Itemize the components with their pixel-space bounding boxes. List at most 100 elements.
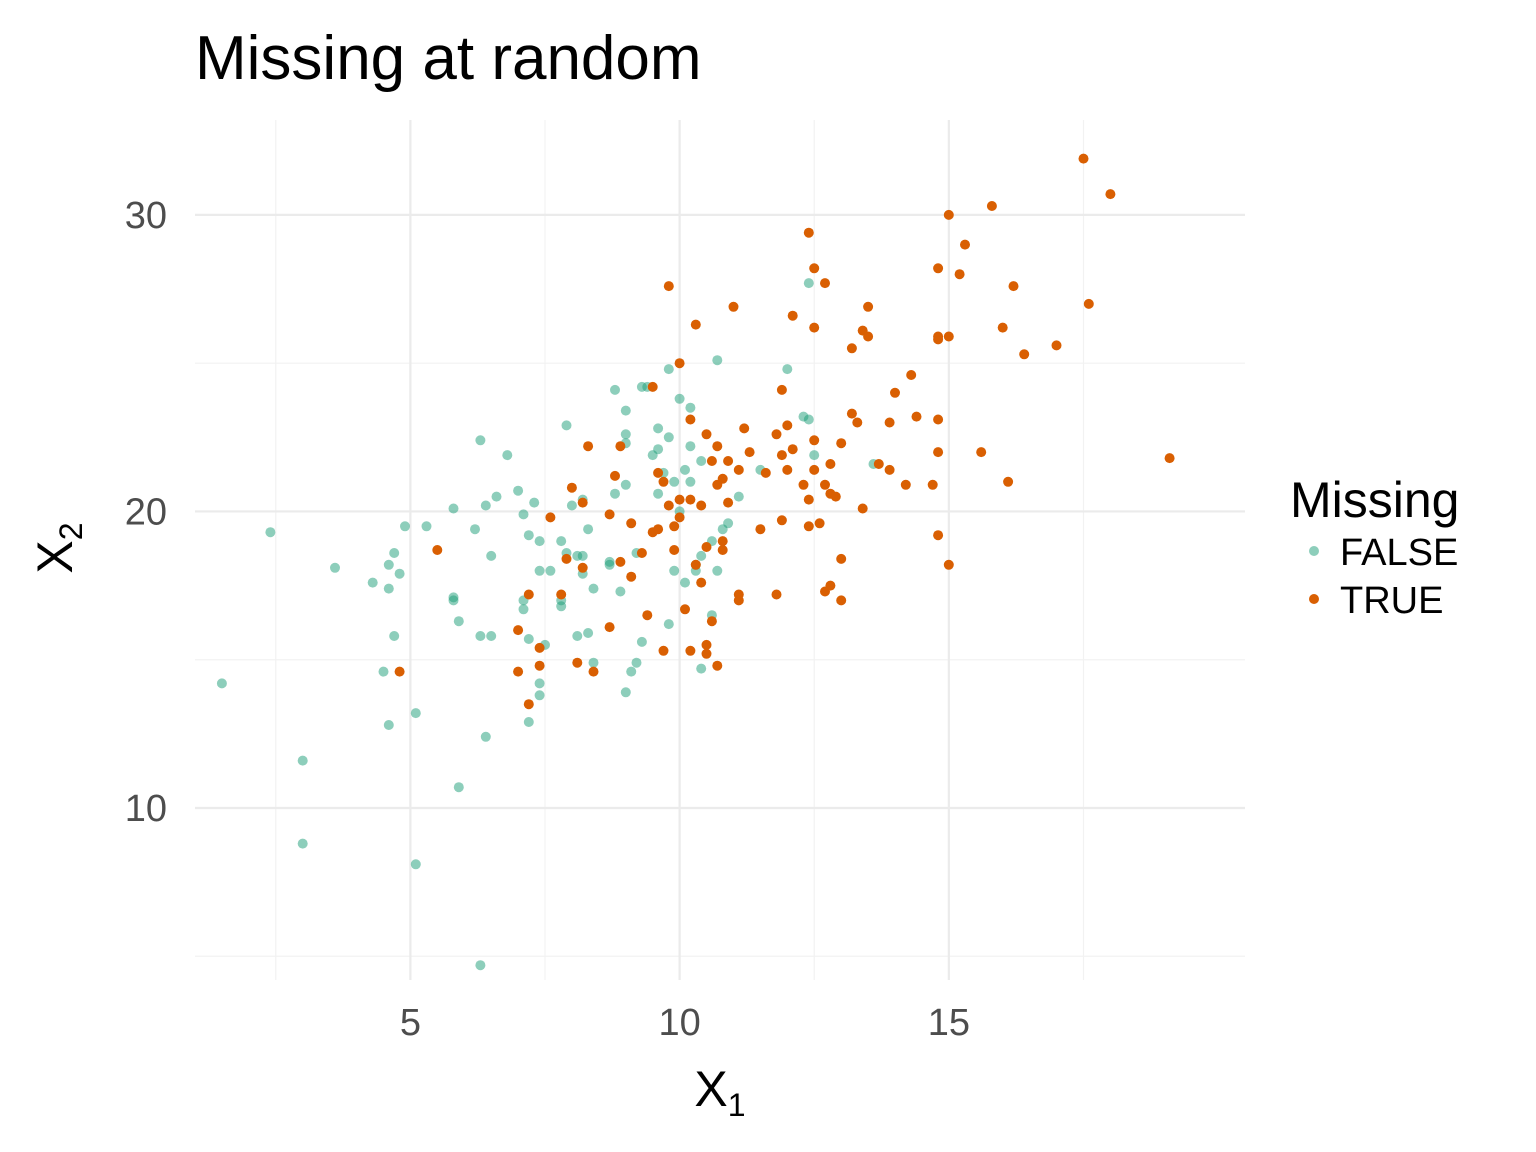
data-point-true — [706, 456, 717, 466]
data-point-true — [572, 657, 583, 668]
data-point-true — [669, 521, 680, 532]
data-point-false — [566, 500, 577, 511]
data-point-false — [486, 631, 497, 641]
data-point-false — [534, 690, 545, 701]
data-point-false — [513, 485, 524, 496]
legend-label-true: TRUE — [1340, 580, 1443, 622]
data-point-true — [1083, 298, 1094, 309]
data-point-false — [696, 456, 707, 466]
y-tick-label: 20 — [125, 491, 167, 533]
data-point-true — [933, 447, 944, 458]
data-point-false — [410, 708, 421, 719]
data-point-true — [712, 441, 723, 452]
data-point-true — [615, 441, 626, 452]
data-point-true — [771, 429, 782, 440]
data-point-true — [803, 521, 814, 532]
data-point-true — [1003, 476, 1014, 487]
data-point-true — [615, 556, 626, 567]
data-point-true — [906, 370, 917, 380]
data-point-true — [943, 209, 954, 220]
data-point-true — [809, 464, 820, 475]
data-point-false — [680, 577, 690, 588]
y-axis-title-main: X — [27, 540, 83, 573]
data-point-true — [836, 595, 847, 606]
data-point-false — [583, 524, 594, 535]
data-point-false — [297, 755, 308, 766]
data-point-false — [518, 604, 529, 615]
data-point-false — [782, 364, 793, 375]
x-axis-title: X1 — [694, 1061, 745, 1123]
data-point-false — [620, 479, 631, 490]
data-point-false — [733, 491, 744, 502]
data-point-true — [663, 500, 674, 511]
data-point-true — [825, 459, 836, 469]
data-point-true — [674, 512, 685, 523]
data-point-false — [803, 414, 814, 425]
data-point-false — [680, 464, 690, 475]
data-point-true — [986, 201, 997, 211]
data-point-false — [523, 717, 534, 727]
data-point-true — [863, 331, 874, 342]
data-point-false — [615, 586, 626, 597]
data-point-false — [518, 509, 529, 520]
data-point-true — [513, 666, 524, 677]
data-point-true — [696, 500, 707, 511]
series-true-points — [394, 153, 1175, 710]
x-tick-label: 10 — [658, 1002, 700, 1044]
data-point-false — [631, 657, 642, 668]
y-axis-title-subscript: 2 — [53, 522, 89, 540]
data-point-true — [733, 464, 744, 475]
data-point-false — [480, 500, 491, 511]
data-point-true — [943, 559, 954, 570]
data-point-false — [378, 666, 389, 677]
data-point-false — [265, 527, 276, 538]
data-point-false — [588, 583, 599, 594]
legend-label-false: FALSE — [1340, 532, 1458, 574]
data-point-false — [475, 631, 486, 641]
data-point-true — [685, 645, 696, 656]
data-point-true — [690, 559, 701, 570]
y-tick-label: 10 — [125, 788, 167, 830]
data-point-true — [577, 562, 588, 573]
data-point-false — [491, 491, 502, 502]
data-point-true — [534, 642, 545, 653]
data-point-false — [572, 631, 583, 641]
data-point-true — [933, 331, 944, 342]
data-point-false — [663, 432, 674, 443]
data-point-false — [529, 497, 540, 508]
data-point-false — [453, 616, 464, 627]
data-point-false — [534, 678, 545, 689]
data-point-true — [653, 467, 664, 478]
data-point-true — [911, 411, 922, 422]
data-point-true — [701, 648, 712, 659]
data-point-false — [534, 565, 545, 576]
data-point-false — [475, 960, 486, 971]
chart-title: Missing at random — [195, 24, 702, 93]
data-point-false — [502, 450, 513, 461]
data-point-true — [976, 447, 987, 458]
data-point-true — [857, 503, 868, 514]
data-point-true — [809, 435, 820, 446]
legend-key-false — [1309, 546, 1319, 556]
data-point-true — [669, 545, 680, 555]
data-point-true — [733, 589, 744, 600]
data-point-true — [685, 414, 696, 425]
data-point-false — [696, 550, 707, 561]
data-point-true — [809, 322, 820, 333]
data-point-true — [846, 343, 857, 354]
legend-title: Missing — [1290, 472, 1459, 528]
x-axis-title-subscript: 1 — [728, 1087, 746, 1123]
data-point-false — [216, 678, 227, 689]
data-point-false — [410, 859, 421, 870]
data-point-true — [755, 524, 766, 535]
data-point-false — [669, 565, 680, 576]
data-point-true — [809, 263, 820, 274]
y-axis-title: X2 — [27, 522, 89, 573]
data-point-true — [803, 227, 814, 238]
data-point-true — [394, 666, 405, 677]
data-point-true — [636, 548, 647, 558]
data-point-true — [776, 450, 787, 461]
data-point-true — [787, 310, 798, 321]
data-point-true — [890, 387, 900, 398]
